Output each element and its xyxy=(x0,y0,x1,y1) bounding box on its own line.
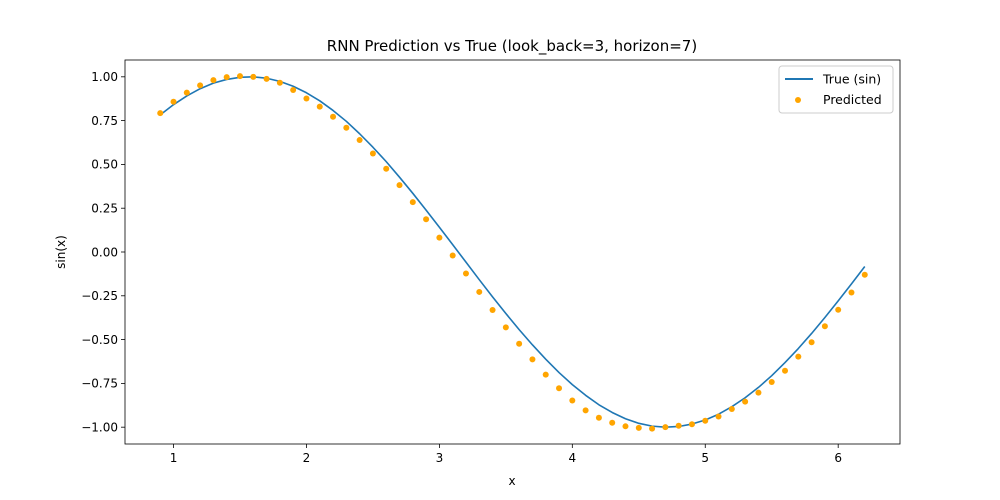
x-axis-label: x xyxy=(508,474,515,488)
legend-box xyxy=(778,65,894,114)
legend: True (sin) Predicted xyxy=(778,65,894,114)
y-tick-label: −0.25 xyxy=(81,289,118,303)
predicted-point xyxy=(250,73,257,80)
predicted-point xyxy=(462,270,469,277)
predicted-point xyxy=(715,413,722,420)
y-axis: −1.00 −0.75 −0.50 −0.25 0.00 0.25 0.50 0.75 1.00 xyxy=(81,70,125,434)
predicted-point xyxy=(861,271,868,278)
predicted-point xyxy=(742,398,749,405)
predicted-point xyxy=(821,323,828,330)
predicted-point xyxy=(489,306,496,313)
legend-marker-swatch xyxy=(795,97,801,103)
legend-label-predicted: Predicted xyxy=(823,92,882,107)
predicted-point xyxy=(702,417,709,424)
predicted-point xyxy=(170,98,177,105)
predicted-point xyxy=(728,405,735,412)
predicted-point xyxy=(290,86,297,93)
predicted-point xyxy=(157,110,164,117)
y-tick-label: −0.50 xyxy=(81,333,118,347)
y-tick-label: 0.75 xyxy=(91,114,118,128)
x-tick-label: 4 xyxy=(568,451,576,465)
predicted-point xyxy=(436,234,443,241)
predicted-point xyxy=(396,182,403,189)
predicted-point xyxy=(516,340,523,347)
y-tick-label: −0.75 xyxy=(81,377,118,391)
predicted-point xyxy=(755,389,762,396)
predicted-point xyxy=(276,79,283,86)
plot-area xyxy=(125,60,900,444)
predicted-point xyxy=(595,414,602,421)
predicted-point xyxy=(330,113,337,120)
predicted-point xyxy=(582,407,589,414)
x-tick-label: 1 xyxy=(170,451,178,465)
predicted-point xyxy=(768,378,775,385)
predicted-point xyxy=(675,422,682,429)
predicted-point xyxy=(449,252,456,259)
predicted-point xyxy=(423,216,430,223)
predicted-point xyxy=(808,339,815,346)
chart-title: RNN Prediction vs True (look_back=3, hor… xyxy=(327,37,697,56)
y-axis-label: sin(x) xyxy=(54,235,68,269)
predicted-point xyxy=(197,82,204,89)
predicted-point xyxy=(409,199,416,206)
predicted-point xyxy=(609,419,616,426)
predicted-point xyxy=(782,367,789,374)
predicted-point xyxy=(795,353,802,360)
predicted-point xyxy=(556,385,563,392)
x-tick-label: 5 xyxy=(701,451,709,465)
predicted-point xyxy=(476,288,483,295)
x-tick-label: 2 xyxy=(303,451,311,465)
predicted-point xyxy=(303,95,310,102)
x-tick-label: 6 xyxy=(834,451,842,465)
predicted-point xyxy=(356,137,363,144)
legend-label-true: True (sin) xyxy=(822,72,881,87)
y-tick-label: −1.00 xyxy=(81,420,118,434)
predicted-point xyxy=(316,103,323,110)
predicted-point xyxy=(183,89,190,96)
predicted-point xyxy=(210,77,217,84)
series-layer xyxy=(157,73,868,432)
x-tick-label: 3 xyxy=(436,451,444,465)
predicted-point xyxy=(835,306,842,313)
predicted-point xyxy=(622,423,629,430)
predicted-point xyxy=(383,165,390,172)
y-tick-label: 0.00 xyxy=(91,245,118,259)
predicted-point xyxy=(236,73,243,80)
predicted-point xyxy=(369,150,376,157)
predicted-point xyxy=(662,424,669,431)
predicted-point xyxy=(688,421,695,428)
y-tick-label: 0.25 xyxy=(91,202,118,216)
predicted-point xyxy=(649,425,656,432)
predicted-point xyxy=(635,424,642,431)
predicted-point xyxy=(502,324,509,331)
predicted-point xyxy=(569,397,576,404)
x-axis: 1 2 3 4 5 6 xyxy=(170,444,842,465)
predicted-point xyxy=(542,371,549,378)
predicted-point xyxy=(223,74,230,81)
predicted-point xyxy=(529,356,536,363)
y-tick-label: 1.00 xyxy=(91,70,118,84)
predicted-point xyxy=(263,75,270,82)
y-tick-label: 0.50 xyxy=(91,158,118,172)
predicted-point xyxy=(343,124,350,131)
predicted-point xyxy=(848,289,855,296)
